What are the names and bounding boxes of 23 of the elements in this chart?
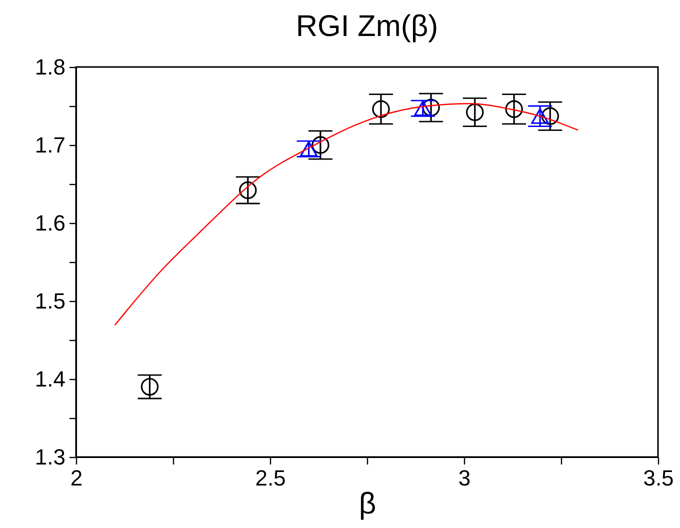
y-tick-label: 1.6 — [34, 210, 66, 236]
point — [466, 103, 484, 122]
x-tick-label: 2 — [70, 466, 83, 490]
x-tick-label: 2.5 — [255, 466, 286, 490]
point — [140, 378, 159, 396]
y-tick-label: 1.8 — [34, 54, 66, 80]
point — [531, 108, 549, 124]
point — [312, 136, 330, 154]
point — [372, 100, 390, 118]
y-tick-label: 1.7 — [34, 132, 66, 158]
point — [239, 181, 257, 200]
x-tick-label: 3.5 — [643, 466, 674, 490]
point — [300, 141, 318, 157]
y-tick-label: 1.3 — [34, 444, 66, 470]
chart-title: RGI Zm(β) — [296, 10, 438, 43]
x-axis-title: β — [358, 488, 376, 520]
point — [505, 100, 523, 118]
point — [422, 98, 440, 116]
y-tick-label: 1.5 — [34, 288, 66, 314]
point — [541, 107, 559, 125]
y-tick-label: 1.4 — [34, 366, 66, 392]
x-tick-label: 3 — [458, 466, 471, 490]
point — [414, 100, 432, 116]
